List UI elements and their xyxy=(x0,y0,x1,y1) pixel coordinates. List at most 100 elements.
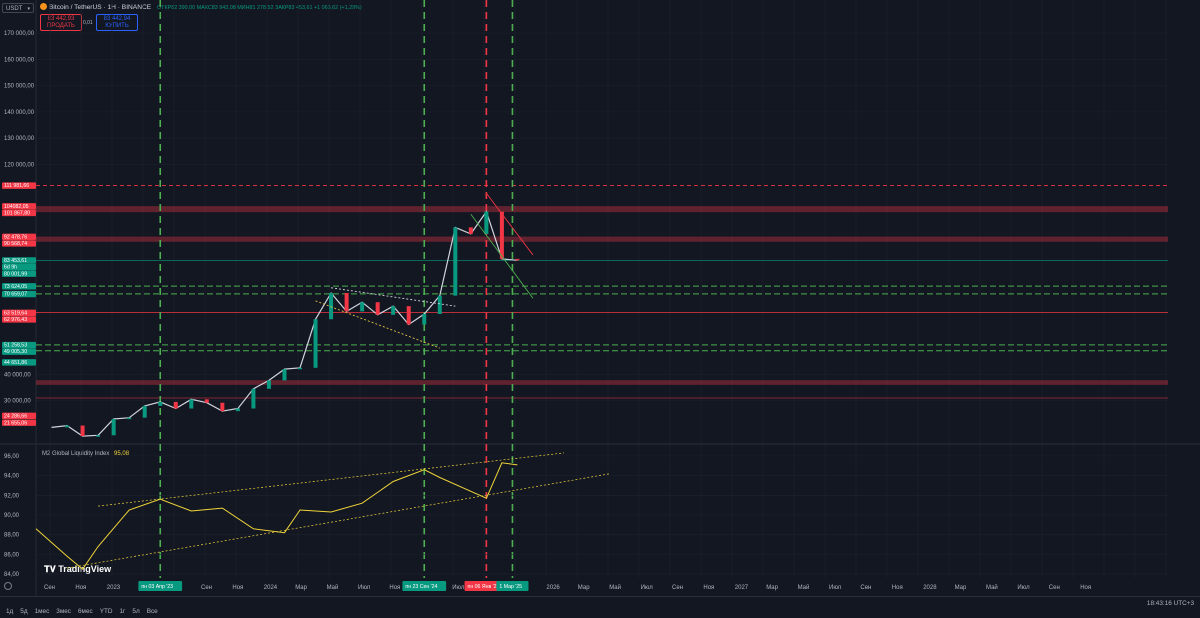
timezone-icon[interactable] xyxy=(4,582,12,590)
btc-candle xyxy=(204,399,209,403)
indicator-axis-tick: 86,00 xyxy=(4,552,20,558)
indicator-axis-tick: 92,00 xyxy=(4,493,20,499)
price-label-box xyxy=(2,240,36,247)
btc-candle xyxy=(220,402,225,412)
time-axis-tick: 2027 xyxy=(735,585,749,591)
price-label-text: 92 478,76 xyxy=(4,234,27,240)
m2-liquidity-series xyxy=(35,462,518,570)
chevron-down-icon: ▾ xyxy=(27,6,30,12)
btc-candle xyxy=(65,425,70,428)
trendline-upper xyxy=(331,287,456,307)
wedge-lower xyxy=(470,213,534,299)
price-label-box xyxy=(2,270,36,277)
price-label-text: 6d 9h xyxy=(4,265,17,271)
price-label-box xyxy=(2,263,36,271)
clock: 18:43:16 UTC+3 xyxy=(1146,600,1194,607)
sell-button[interactable]: 83 442,93 ПРОДАТЬ xyxy=(40,14,82,32)
price-axis-tick: 160 000,00 xyxy=(4,57,35,63)
time-highlight-label: пн 06 Янв '25 xyxy=(468,584,500,590)
price-axis-tick: 150 000,00 xyxy=(4,84,35,90)
btc-candle xyxy=(453,227,458,296)
wedge-upper xyxy=(486,192,534,256)
price-label-box xyxy=(2,233,36,241)
time-axis-tick: Мар xyxy=(578,585,590,591)
btc-candle xyxy=(437,295,442,314)
price-label-text: 80 001,99 xyxy=(4,271,27,277)
btc-candle xyxy=(173,401,178,409)
btc-candle xyxy=(391,306,396,315)
price-label-text: 101 867,80 xyxy=(4,211,30,217)
price-axis-tick: 120 000,00 xyxy=(4,162,35,168)
time-axis-tick: Мар xyxy=(766,585,778,591)
spread-value: 0,01 xyxy=(83,20,93,26)
btc-candle xyxy=(251,388,256,409)
buy-button[interactable]: 83 442,94 КУПИТЬ xyxy=(96,14,138,32)
time-axis-tick: Сен xyxy=(44,585,55,591)
btc-candle xyxy=(329,293,334,320)
price-label-text: 70 659,07 xyxy=(4,292,27,298)
time-axis-tick: Ноя xyxy=(1080,585,1091,591)
btc-candle xyxy=(142,405,147,418)
price-label-box xyxy=(2,359,36,366)
buy-price: 83 442,94 xyxy=(103,16,131,22)
resistance-zone xyxy=(36,206,1168,213)
time-axis-tick: Май xyxy=(327,584,339,591)
resistance-zone xyxy=(36,236,1168,242)
btc-candle xyxy=(422,314,427,325)
bitcoin-icon xyxy=(40,3,47,10)
indicator-legend[interactable]: M2 Global Liquidity Index 95,08 xyxy=(42,451,129,457)
price-label-box xyxy=(2,283,36,290)
resistance-zone xyxy=(36,380,1168,385)
time-axis-tick: Май xyxy=(986,584,998,591)
price-label-text: 83 453,61 xyxy=(4,258,27,264)
indicator-axis-tick: 84,00 xyxy=(4,572,20,578)
price-label-text: 21 655,06 xyxy=(4,420,27,426)
symbol-select[interactable]: USDT ▾ xyxy=(2,3,34,13)
time-highlight-box xyxy=(496,581,529,591)
price-label-text: 24 286,66 xyxy=(4,413,27,419)
indicator-axis-tick: 88,00 xyxy=(4,533,20,539)
btc-candle xyxy=(344,293,349,312)
price-label-text: 63 519,64 xyxy=(4,310,27,316)
price-label-box xyxy=(2,209,36,217)
btc-candle xyxy=(499,211,504,259)
price-label-box xyxy=(2,203,36,210)
price-label-text: 51 258,53 xyxy=(4,343,27,349)
time-highlight-box xyxy=(138,581,183,591)
time-axis-tick: Май xyxy=(609,584,621,591)
time-axis-tick: Июл xyxy=(641,585,654,591)
price-label-box xyxy=(2,309,36,317)
time-axis-tick: Июл xyxy=(452,585,465,591)
price-axis-tick: 40 000,00 xyxy=(4,372,31,378)
price-label-box xyxy=(2,412,36,420)
btc-candle xyxy=(235,408,240,412)
time-axis-tick: Ноя xyxy=(389,585,400,591)
time-axis-tick: Июл xyxy=(829,585,842,591)
price-label-text: 49 005,30 xyxy=(4,349,27,355)
chart-title: Bitcoin / TetherUS · 1H · BINANCE ОТКР82… xyxy=(40,3,362,11)
time-axis-tick: Ноя xyxy=(232,585,243,591)
price-label-text: 62 976,43 xyxy=(4,317,27,323)
btc-price-series xyxy=(51,210,518,437)
time-axis-tick: Сен xyxy=(1049,585,1060,591)
price-label-box xyxy=(2,182,36,189)
sell-label: ПРОДАТЬ xyxy=(47,22,75,29)
m2-channel-lower xyxy=(67,473,611,569)
btc-candle xyxy=(158,401,163,406)
time-axis-tick: 2023 xyxy=(107,585,121,591)
tradingview-logo-text: TradingView xyxy=(58,564,112,574)
chart-canvas[interactable]: 170 000,00 160 000,00 150 000,00 140 000,00… xyxy=(0,0,1200,596)
bottom-toolbar: 1д 5д 1мес 3мес 6мес YTD 1г 5л Все 18:43:16 UTC+… xyxy=(0,596,1200,615)
btc-candle xyxy=(406,306,411,325)
buy-label: КУПИТЬ xyxy=(105,22,129,29)
price-label-box xyxy=(2,348,36,355)
indicator-name: M2 Global Liquidity Index xyxy=(42,451,110,457)
symbol-select-value: USDT xyxy=(6,6,23,12)
indicator-value: 95,08 xyxy=(114,451,130,457)
btc-candle xyxy=(468,227,473,234)
time-axis-tick: Ноя xyxy=(75,585,86,591)
time-axis-tick: Сен xyxy=(672,585,683,591)
price-label-text: 111 981,66 xyxy=(4,183,29,189)
price-label-box xyxy=(2,257,36,264)
time-axis-tick: Мар xyxy=(955,585,967,591)
